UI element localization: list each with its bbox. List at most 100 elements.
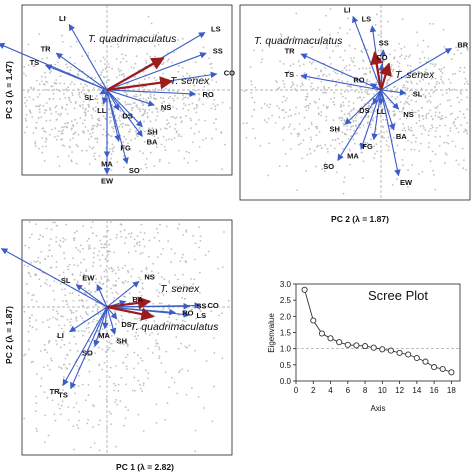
observation-dot (390, 68, 393, 71)
observation-dot (114, 272, 117, 275)
observation-dot (276, 105, 279, 107)
observation-dot (155, 146, 158, 149)
observation-dot (190, 278, 193, 280)
observation-dot (57, 61, 59, 64)
trait-label-ns: NS (144, 273, 154, 282)
trait-label-ba: BA (147, 138, 158, 147)
observation-dot (396, 178, 398, 181)
observation-dot (122, 57, 125, 60)
observation-dot (108, 267, 111, 270)
observation-dot (92, 261, 95, 264)
observation-dot (98, 117, 100, 120)
observation-dot (109, 41, 111, 43)
observation-dot (342, 122, 344, 125)
observation-dot (117, 390, 120, 392)
observation-dot (268, 142, 271, 145)
observation-dot (328, 86, 330, 89)
observation-dot (314, 101, 317, 104)
observation-dot (77, 249, 80, 251)
observation-dot (83, 92, 86, 95)
observation-dot (252, 127, 255, 130)
observation-dot (302, 63, 305, 66)
observation-dot (418, 116, 421, 119)
observation-dot (184, 320, 186, 323)
observation-dot (409, 65, 412, 67)
trait-label-tr: TR (41, 45, 52, 54)
observation-dot (105, 398, 108, 401)
observation-dot (411, 129, 413, 132)
observation-dot (56, 135, 59, 138)
observation-dot (81, 149, 83, 152)
observation-dot (113, 297, 116, 299)
observation-dot (24, 102, 26, 104)
observation-dot (451, 112, 454, 115)
observation-dot (408, 56, 410, 58)
observation-dot (88, 106, 90, 108)
observation-dot (175, 116, 178, 119)
observation-dot (91, 127, 94, 129)
observation-dot (75, 40, 78, 43)
observation-dot (73, 237, 76, 240)
observation-dot (447, 134, 449, 137)
observation-dot (223, 143, 226, 146)
observation-dot (158, 357, 161, 360)
observation-dot (90, 277, 93, 280)
observation-dot (104, 246, 106, 249)
observation-dot (70, 310, 73, 312)
observation-dot (40, 116, 43, 118)
observation-dot (204, 119, 207, 122)
observation-dot (162, 97, 165, 100)
observation-dot (166, 60, 169, 62)
observation-dot (347, 90, 350, 93)
observation-dot (172, 106, 175, 108)
observation-dot (99, 419, 101, 422)
observation-dot (299, 65, 301, 67)
observation-dot (83, 111, 86, 114)
observation-dot (168, 282, 171, 284)
observation-dot (101, 368, 104, 371)
observation-dot (162, 294, 165, 296)
observation-dot (402, 107, 404, 110)
observation-dot (142, 152, 145, 155)
observation-dot (418, 173, 420, 176)
observation-dot (343, 67, 346, 69)
observation-dot (152, 303, 155, 305)
observation-dot (155, 227, 158, 230)
observation-dot (166, 402, 169, 404)
observation-dot (460, 124, 462, 127)
observation-dot (270, 89, 272, 92)
observation-dot (53, 280, 56, 282)
observation-dot (67, 265, 69, 268)
observation-dot (31, 314, 33, 317)
observation-dot (444, 162, 446, 165)
observation-dot (391, 75, 394, 78)
observation-dot (463, 116, 466, 119)
x-tick-label: 2 (311, 386, 316, 395)
observation-dot (186, 346, 188, 349)
observation-dot (106, 427, 108, 430)
observation-dot (361, 67, 364, 70)
observation-dot (124, 417, 127, 420)
observation-dot (433, 65, 436, 68)
observation-dot (88, 370, 91, 373)
observation-dot (127, 142, 129, 145)
x-tick-label: 6 (346, 386, 351, 395)
observation-dot (86, 422, 89, 425)
observation-dot (85, 93, 87, 96)
observation-dot (282, 109, 285, 112)
observation-dot (28, 109, 31, 112)
observation-dot (49, 107, 51, 110)
observation-dot (352, 138, 355, 141)
observation-dot (44, 71, 46, 74)
observation-dot (289, 39, 292, 42)
observation-dot (310, 85, 312, 88)
observation-dot (432, 91, 435, 94)
observation-dot (441, 117, 443, 120)
x-tick-label: 16 (430, 386, 439, 395)
observation-dot (164, 149, 167, 152)
observation-dot (60, 138, 62, 141)
observation-dot (465, 168, 468, 171)
observation-dot (41, 58, 44, 60)
observation-dot (56, 224, 59, 227)
observation-dot (445, 141, 448, 144)
